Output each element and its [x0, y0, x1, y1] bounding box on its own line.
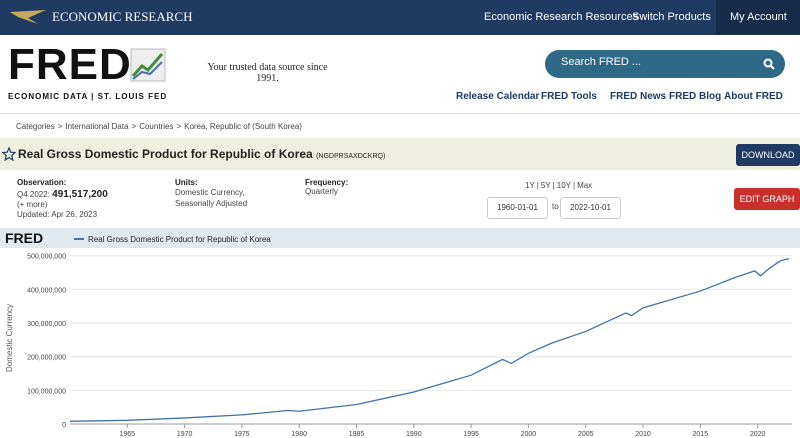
series-id: (NGDPRSAXDCKRQ): [316, 153, 386, 160]
obs-label: Observation:: [17, 178, 67, 187]
obs-updated: Updated: Apr 26, 2023: [17, 210, 98, 219]
nav-link[interactable]: Switch Products: [632, 11, 711, 23]
y-tick-label: 400,000,000: [27, 287, 66, 294]
logo-sub: ECONOMIC DATA | ST. LOUIS FED: [8, 92, 168, 101]
range-preset[interactable]: 5Y: [540, 181, 551, 190]
units-label: Units:: [175, 178, 198, 187]
eagle-icon: [10, 10, 46, 24]
x-tick-label: 2015: [693, 431, 709, 438]
tagline: Your trusted data source since 1991.: [207, 62, 328, 84]
x-tick-label: 2020: [750, 431, 766, 438]
range-preset[interactable]: 10Y: [556, 181, 571, 190]
legend-label: Real Gross Domestic Product for Republic…: [88, 235, 271, 244]
x-tick-label: 1985: [349, 431, 365, 438]
chart-logo: FRED: [5, 230, 43, 246]
breadcrumb-item[interactable]: Korea, Republic of (South Korea): [184, 122, 302, 131]
preset-separator: |: [572, 181, 576, 190]
y-tick-label: 500,000,000: [27, 254, 66, 261]
series-line: [69, 257, 790, 422]
x-tick-label: 1965: [120, 431, 136, 438]
preset-separator: |: [536, 181, 539, 190]
x-tick-label: 2000: [521, 431, 537, 438]
search-placeholder: Search FRED ...: [561, 56, 642, 68]
range-preset[interactable]: Max: [577, 181, 593, 190]
y-tick-label: 100,000,000: [27, 388, 66, 395]
fred-logo[interactable]: FRED: [8, 40, 132, 89]
x-tick-label: 1995: [463, 431, 479, 438]
x-tick-label: 1980: [291, 431, 307, 438]
breadcrumb-separator: >: [176, 122, 182, 131]
x-tick-label: 2010: [635, 431, 651, 438]
obs-more[interactable]: (+ more): [17, 200, 48, 209]
star-icon[interactable]: [2, 147, 16, 161]
breadcrumb-separator: >: [57, 122, 63, 131]
title-text: Real Gross Domestic Product for Republic…: [18, 147, 313, 161]
header-link[interactable]: Release Calendar: [456, 91, 540, 102]
y-axis-label: Domestic Currency: [5, 304, 14, 372]
y-tick-label: 0: [62, 422, 66, 429]
nav-link[interactable]: My Account: [730, 11, 787, 23]
breadcrumb-item[interactable]: International Data: [65, 122, 129, 131]
x-tick-label: 1970: [177, 431, 193, 438]
breadcrumb: Categories > International Data > Countries >…: [16, 122, 302, 131]
account-bg: [716, 0, 800, 35]
edit-graph-button[interactable]: EDIT GRAPH: [734, 188, 800, 210]
range-preset[interactable]: 1Y: [525, 181, 535, 190]
range-presets: 1Y | 5Y | 10Y | Max: [525, 181, 592, 190]
nav-link[interactable]: Economic Research Resources: [484, 11, 639, 23]
header-link[interactable]: About FRED: [724, 91, 783, 102]
preset-separator: |: [552, 181, 555, 190]
x-tick-label: 1975: [234, 431, 250, 438]
breadcrumb-separator: >: [131, 122, 137, 131]
units-text: Domestic Currency, Seasonally Adjusted: [175, 188, 248, 208]
search-icon[interactable]: [763, 58, 775, 70]
start-date[interactable]: 1960-01-01: [487, 197, 548, 219]
freq-label: Frequency:: [305, 178, 349, 187]
y-tick-label: 300,000,000: [27, 321, 66, 328]
range-to: to: [552, 202, 559, 211]
chart: FRED Domestic Currency Real Gross Domest…: [0, 228, 800, 438]
top-nav: ECONOMIC RESEARCH Economic Research Reso…: [0, 0, 800, 35]
breadcrumb-item[interactable]: Categories: [16, 122, 55, 131]
legend-band: [0, 228, 800, 248]
header-link[interactable]: FRED Blog: [669, 91, 722, 102]
x-tick-label: 1990: [406, 431, 422, 438]
x-tick-label: 2005: [578, 431, 594, 438]
obs-value: 491,517,200: [52, 189, 108, 200]
header-link[interactable]: FRED News: [610, 91, 667, 102]
logo-graph: [130, 48, 166, 82]
title-band: [0, 138, 800, 170]
brand[interactable]: ECONOMIC RESEARCH: [52, 9, 193, 24]
search-box[interactable]: [545, 50, 785, 78]
freq-text: Quarterly: [305, 187, 338, 196]
series-title: Real Gross Domestic Product for Republic…: [18, 147, 385, 161]
download-button[interactable]: DOWNLOAD: [736, 144, 800, 166]
end-date[interactable]: 2022-10-01: [560, 197, 621, 219]
header-link[interactable]: FRED Tools: [541, 91, 597, 102]
y-tick-label: 200,000,000: [27, 355, 66, 362]
obs-period: Q4 2022:: [17, 190, 50, 199]
divider: [0, 113, 800, 114]
breadcrumb-item[interactable]: Countries: [139, 122, 174, 131]
